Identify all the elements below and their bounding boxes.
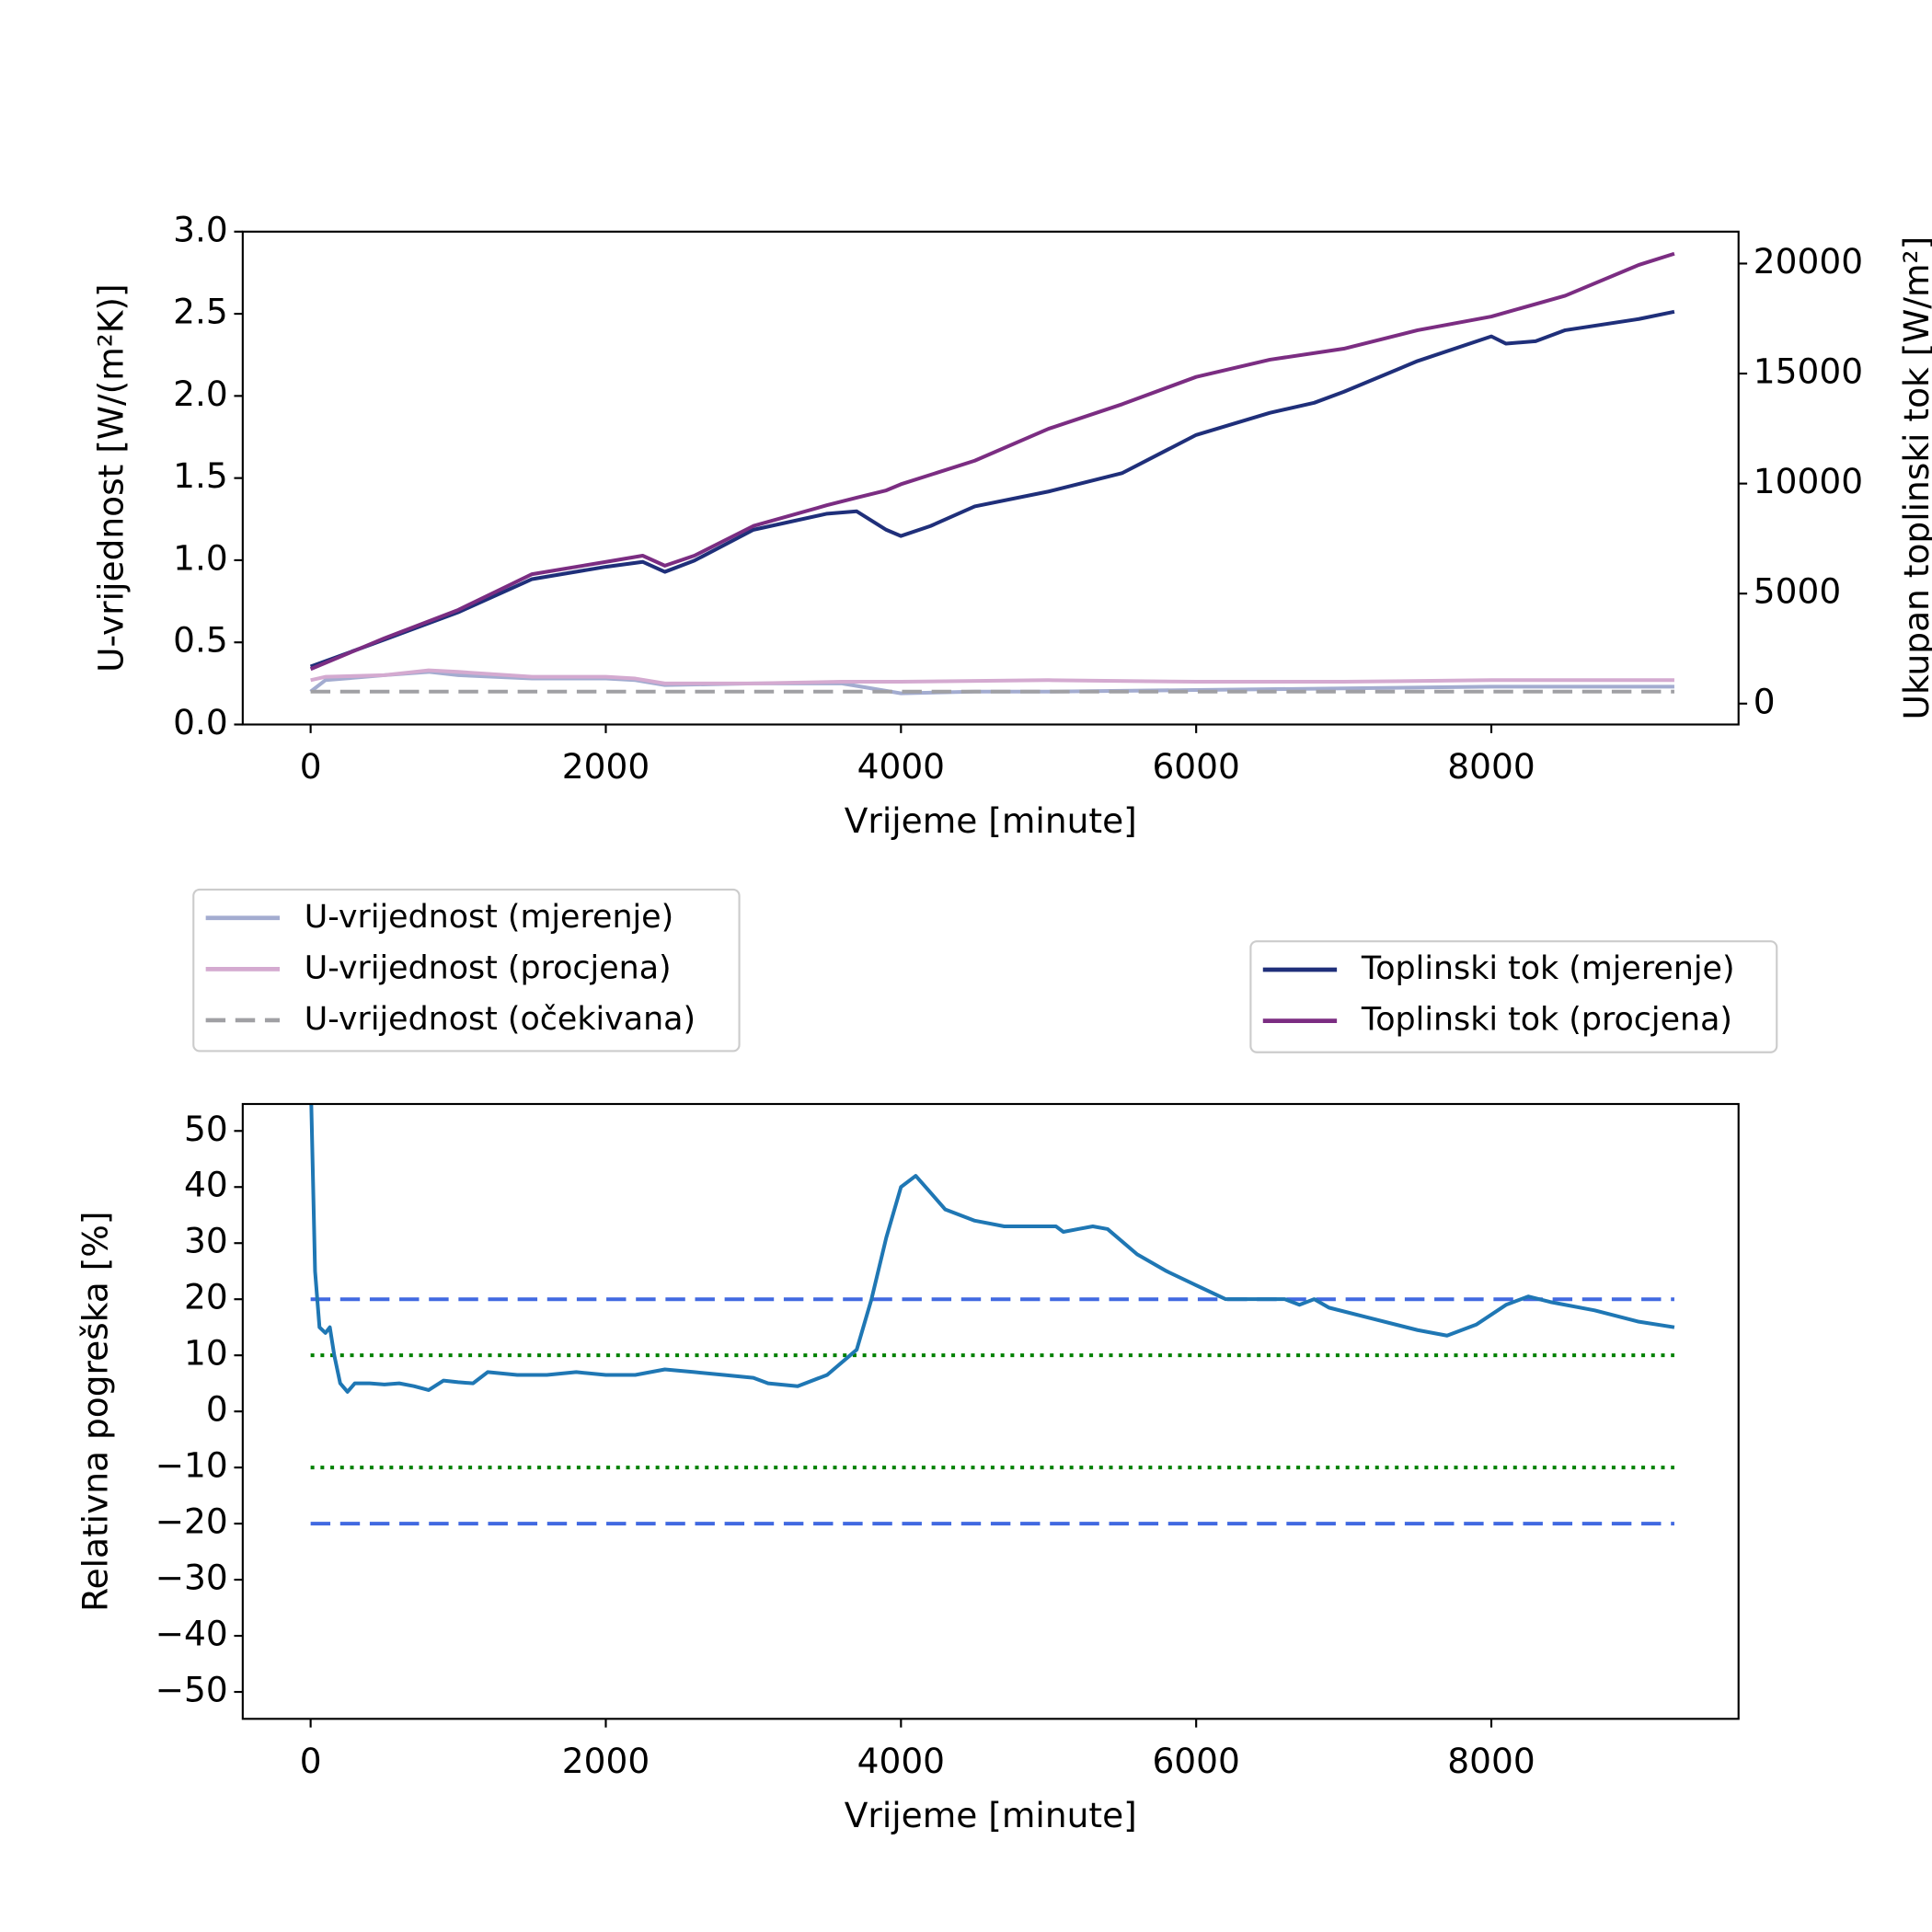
y-tick-label: 0.5 [173, 620, 228, 661]
y-tick-label: 20 [184, 1277, 228, 1317]
x-tick-label: 6000 [1152, 746, 1239, 787]
x-tick-label: 6000 [1152, 1741, 1239, 1781]
y-tick-label: 1.5 [173, 455, 228, 496]
y-tick-label: 10 [184, 1333, 228, 1374]
x-tick-label: 2000 [562, 1741, 650, 1781]
y2-tick-label: 15000 [1754, 351, 1863, 392]
y2-tick-label: 20000 [1754, 241, 1863, 282]
y-tick-label: 50 [184, 1109, 228, 1149]
y-tick-label: 1.0 [173, 537, 228, 578]
legend-label: Toplinski tok (procjena) [1361, 1002, 1732, 1039]
chart: 0 2000 4000 6000 8000 −50 −40 −30 −20 −10 0 10 20 30 4… [75, 1102, 1740, 1835]
y-tick-label: 30 [184, 1221, 228, 1261]
data-line [309, 1104, 1675, 1394]
legend: U-vrijednost (mjerenje) U-vrijednost (pro… [192, 888, 741, 1052]
y2-axis-label: Ukupan toplinski tok [W/m²] [1896, 236, 1932, 720]
y-axis-label: U-vrijednost [W/(m²K)] [91, 283, 132, 673]
x-axis-label: Vrijeme [minute] [845, 1795, 1137, 1835]
x-tick-label: 8000 [1447, 1741, 1535, 1781]
legend-frame [192, 888, 741, 1052]
x-axis-label: Vrijeme [minute] [845, 800, 1137, 841]
legend-frame [1249, 940, 1778, 1053]
y-tick-label: 2.0 [173, 374, 228, 414]
y-tick-label: −20 [155, 1501, 228, 1542]
y-tick-label: 3.0 [173, 209, 228, 249]
y-tick-label: −40 [155, 1614, 228, 1654]
legend-label: U-vrijednost (očekivana) [305, 1001, 696, 1038]
x-tick-label: 4000 [857, 746, 945, 787]
y-tick-label: 40 [184, 1165, 228, 1205]
y-tick-label: −30 [155, 1558, 228, 1598]
plot-frame [241, 230, 1740, 726]
x-tick-label: 0 [300, 1741, 322, 1781]
y2-tick-label: 5000 [1754, 571, 1841, 612]
legend-label: U-vrijednost (mjerenje) [305, 899, 673, 936]
plot-area [309, 251, 1675, 696]
x-tick-label: 0 [300, 746, 322, 787]
data-line [309, 309, 1675, 669]
y-axis-label: Relativna pogreška [%] [75, 1211, 115, 1611]
plot-area [309, 1104, 1675, 1526]
y2-tick-label: 10000 [1754, 461, 1863, 501]
legend-label: Toplinski tok (mjerenje) [1361, 950, 1735, 987]
y-tick-label: −50 [155, 1670, 228, 1710]
chart: 0 2000 4000 6000 8000 0.0 0.5 1.0 1.5 2.0 2.5 3.0 0 5… [91, 209, 1932, 1053]
y2-tick-label: 0 [1754, 681, 1776, 721]
x-tick-label: 2000 [562, 746, 650, 787]
data-line [309, 251, 1675, 672]
y-tick-label: 0.0 [173, 702, 228, 742]
data-line [310, 668, 1674, 685]
x-tick-label: 8000 [1447, 746, 1535, 787]
legend: Toplinski tok (mjerenje) Toplinski tok (p… [1249, 940, 1778, 1053]
legend-label: U-vrijednost (procjena) [305, 949, 672, 986]
x-tick-label: 4000 [857, 1741, 945, 1781]
plot-frame [241, 1102, 1740, 1720]
y-tick-label: 2.5 [173, 292, 228, 332]
y-tick-label: −10 [155, 1445, 228, 1486]
y-tick-label: 0 [206, 1389, 228, 1430]
